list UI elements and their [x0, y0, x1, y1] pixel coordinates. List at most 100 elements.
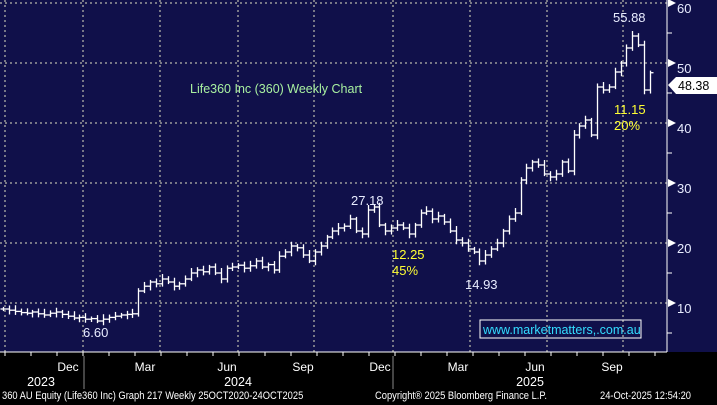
ohlc-bar — [400, 222, 407, 231]
last-price-value: 48.38 — [678, 79, 709, 93]
ohlc-bar — [576, 123, 583, 139]
ohlc-bar — [500, 228, 507, 248]
y-tick-label: 40 — [677, 121, 691, 136]
ohlc-bar — [612, 67, 619, 90]
ohlc-bar — [294, 243, 301, 252]
ohlc-bar — [641, 40, 648, 95]
ohlc-bar — [247, 260, 254, 272]
y-tick-marker — [668, 0, 676, 7]
ohlc-bar — [241, 261, 248, 273]
ohlc-bar — [600, 82, 607, 94]
ohlc-bar — [429, 208, 436, 224]
footer-security-info: 360 AU Equity (Life360 Inc) Graph 217 We… — [2, 390, 304, 402]
ohlc-bar — [76, 314, 83, 323]
ohlc-bar — [18, 308, 25, 316]
ohlc-bar — [306, 250, 313, 264]
ohlc-bar — [135, 288, 142, 317]
ohlc-bar — [218, 268, 225, 284]
ohlc-bar — [635, 33, 642, 48]
ohlc-bar — [112, 311, 119, 321]
ohlc-bar — [129, 308, 136, 318]
ohlc-bar — [341, 223, 348, 232]
footer: 360 AU Equity (Life360 Inc) Graph 217 We… — [0, 389, 717, 405]
watermark-text: www.marketmatters,.com.au — [482, 323, 641, 337]
ohlc-bar — [459, 237, 466, 247]
x-year-label: 2024 — [224, 375, 252, 389]
annotation-high-2025: 55.88 — [613, 10, 646, 25]
chart-title: Life360 Inc (360) Weekly Chart — [190, 82, 363, 96]
y-tick-label: 60 — [677, 1, 691, 16]
ohlc-bar — [494, 238, 501, 252]
ohlc-bar — [453, 226, 460, 245]
ohlc-bar — [88, 316, 95, 323]
annotation-drop-2024-pct: 45% — [392, 263, 418, 278]
ohlc-bar — [235, 263, 242, 270]
x-month-label: Sep — [292, 360, 314, 374]
ohlc-bar — [253, 258, 260, 269]
ohlc-bar — [394, 220, 401, 231]
ohlc-bar — [212, 263, 219, 276]
ohlc-bar — [347, 214, 354, 230]
ohlc-bar — [359, 227, 366, 239]
ohlc-bar — [606, 84, 613, 93]
annotation-drop-2024-value: 12.25 — [392, 247, 425, 262]
ohlc-bar — [541, 160, 548, 177]
x-month-label: Dec — [369, 360, 390, 374]
ohlc-bar — [365, 205, 372, 238]
ohlc-bar — [159, 274, 166, 287]
x-month-label: Mar — [135, 360, 156, 374]
ohlc-bar — [441, 213, 448, 225]
ohlc-bar — [547, 171, 554, 182]
y-tick-marker — [668, 119, 676, 127]
ohlc-bar — [329, 227, 336, 240]
ohlc-bar — [200, 265, 207, 276]
ohlc-bar — [0, 306, 7, 312]
watermark-box — [479, 319, 642, 339]
ohlc-bar — [623, 44, 630, 67]
x-month-label: Mar — [448, 360, 469, 374]
ohlc-bar — [206, 264, 213, 275]
ohlc-bar — [582, 115, 589, 129]
ohlc-bar — [565, 158, 572, 174]
ohlc-bar — [106, 314, 113, 323]
ohlc-bar — [465, 238, 472, 252]
ohlc-bar — [423, 206, 430, 216]
ohlc-bar — [559, 159, 566, 177]
ohlc-bar — [488, 246, 495, 258]
ohlc-bar — [288, 241, 295, 257]
ohlc-bar — [276, 251, 283, 273]
ohlc-bar — [147, 279, 154, 291]
ohlc-bar — [265, 262, 272, 272]
footer-copyright: Copyright® 2025 Bloomberg Finance L.P. — [375, 390, 548, 402]
ohlc-bar — [165, 276, 172, 285]
ohlc-bar — [82, 313, 89, 323]
y-tick-label: 50 — [677, 61, 691, 76]
ohlc-bar — [182, 275, 189, 287]
ohlc-bar — [335, 223, 342, 236]
ohlc-bar — [353, 216, 360, 234]
annotation-drop-2025-value: 11.15 — [614, 102, 646, 117]
ohlc-bar — [435, 211, 442, 223]
ohlc-bar — [476, 248, 483, 266]
ohlc-bar — [35, 308, 42, 318]
ohlc-bar — [176, 281, 183, 290]
ohlc-bar — [100, 314, 107, 326]
ohlc-bar — [53, 307, 60, 318]
ohlc-bar — [629, 31, 636, 51]
annotation-low-2023: 6.60 — [83, 325, 108, 340]
y-tick-label: 20 — [677, 241, 691, 256]
y-tick-marker — [668, 299, 676, 307]
ohlc-bar — [188, 268, 195, 282]
ohlc-bar — [65, 310, 72, 320]
y-tick-label: 10 — [677, 301, 691, 316]
x-month-label: Jun — [217, 360, 236, 374]
ohlc-bar — [6, 305, 13, 315]
ohlc-bar — [594, 83, 601, 140]
ohlc-bar — [523, 163, 530, 185]
ohlc-bar — [376, 202, 383, 228]
x-year-label: 2025 — [516, 375, 544, 389]
y-tick-marker — [668, 59, 676, 67]
ohlc-bar — [406, 223, 413, 239]
x-month-label: Sep — [601, 360, 623, 374]
ohlc-bar — [535, 158, 542, 168]
